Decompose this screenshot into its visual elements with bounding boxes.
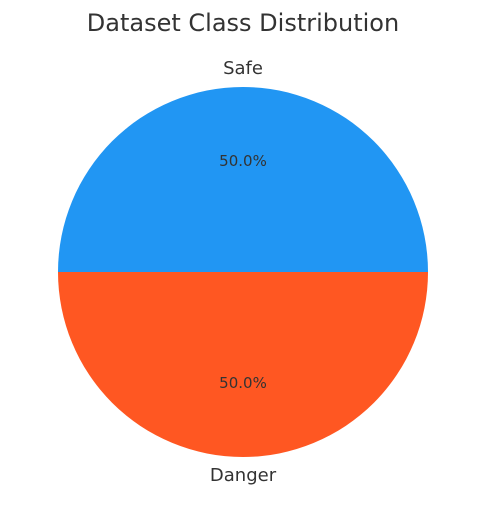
- pie-slice-danger: [58, 272, 428, 457]
- percent-label-safe: 50.0%: [219, 152, 267, 170]
- slice-label-safe: Safe: [223, 58, 263, 79]
- slice-label-danger: Danger: [210, 465, 277, 486]
- slices-layer: [58, 87, 428, 457]
- pie-slice-safe: [58, 87, 428, 272]
- chart-title: Dataset Class Distribution: [87, 9, 399, 37]
- percent-label-danger: 50.0%: [219, 374, 267, 392]
